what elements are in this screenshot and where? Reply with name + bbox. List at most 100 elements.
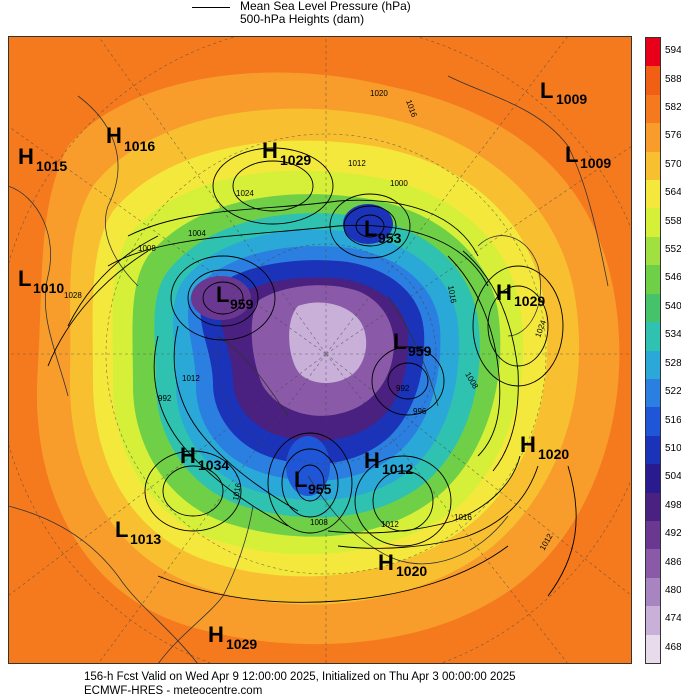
pressure-center-l: L 1013 — [115, 517, 161, 547]
pressure-center-h: H 1020 — [378, 550, 427, 579]
center-letter: L — [294, 467, 307, 492]
legend-mslp-label: Mean Sea Level Pressure (hPa) — [240, 0, 411, 13]
contour-label: 1020 — [370, 89, 388, 98]
colorbar-tick-label: 582 — [665, 102, 681, 114]
center-value: 1034 — [198, 457, 229, 473]
colorbar-tick-label: 498 — [665, 499, 681, 511]
colorbar-swatch — [646, 350, 660, 380]
colorbar-tick-label: 510 — [665, 442, 681, 454]
center-letter: H — [180, 443, 196, 468]
colorbar-tick-label: 528 — [665, 357, 681, 369]
legend-line-swatch — [192, 7, 230, 8]
colorbar-tick-label: 552 — [665, 244, 681, 256]
pressure-center-l: L 953 — [364, 216, 402, 246]
legend-heights-label: 500-hPa Heights (dam) — [240, 12, 365, 26]
center-letter: H — [520, 432, 536, 457]
center-value: 955 — [308, 481, 332, 497]
center-letter: L — [393, 329, 406, 354]
map-legend: Mean Sea Level Pressure (hPa) 500-hPa He… — [0, 0, 681, 32]
colorbar-swatch — [646, 435, 660, 465]
contour-label: 1012 — [381, 520, 399, 529]
contour-label: 1008 — [310, 518, 328, 527]
colorbar-tick-label: 474 — [665, 613, 681, 625]
contour-label: 1012 — [348, 159, 366, 168]
colorbar-swatch — [646, 265, 660, 295]
colorbar-swatch — [646, 236, 660, 266]
height-field-474 — [289, 302, 367, 383]
center-letter: H — [364, 448, 380, 473]
contour-label: 1004 — [188, 229, 206, 238]
colorbar-tick-label: 594 — [665, 45, 681, 57]
colorbar-tick-label: 534 — [665, 329, 681, 341]
colorbar-swatch — [646, 151, 660, 181]
center-value: 1029 — [280, 152, 311, 168]
center-value: 953 — [378, 230, 402, 246]
weather-map: 1020 1016 1012 1000 1024 1004 1008 1028 … — [8, 36, 632, 664]
pressure-center-h: H 1020 — [520, 432, 569, 462]
height-field-low-lobe — [191, 276, 251, 320]
center-value: 1020 — [538, 446, 569, 462]
contour-label: 992 — [396, 384, 410, 393]
center-letter: L — [18, 266, 31, 291]
colorbar-swatch — [646, 94, 660, 124]
colorbar-swatch — [646, 634, 660, 664]
contour-label: 1028 — [64, 291, 82, 300]
center-letter: L — [115, 517, 128, 542]
colorbar-tick-label: 516 — [665, 414, 681, 426]
center-value: 1012 — [382, 461, 413, 477]
forecast-valid-caption: 156-h Fcst Valid on Wed Apr 9 12:00:00 2… — [84, 671, 516, 683]
colorbar-tick-label: 564 — [665, 187, 681, 199]
map-border — [8, 36, 632, 664]
colorbar-tick-label: 540 — [665, 300, 681, 312]
pressure-center-h: H 1029 — [208, 622, 257, 652]
center-value: 1016 — [124, 138, 155, 154]
center-value: 1015 — [36, 158, 67, 174]
colorbar-swatch — [646, 492, 660, 522]
colorbar-tick-label: 588 — [665, 73, 681, 85]
center-value: 1009 — [556, 91, 587, 107]
contour-label: 1016 — [446, 285, 458, 305]
model-source-caption: ECMWF-HRES - meteocentre.com — [84, 685, 263, 697]
pressure-center-h: H 1029 — [496, 280, 545, 309]
colorbar-swatch — [646, 322, 660, 351]
pressure-center-l: L 959 — [216, 282, 254, 312]
center-value: 959 — [230, 296, 254, 312]
pressure-center-l: L 1009 — [565, 142, 611, 171]
colorbar-tick-label: 570 — [665, 158, 681, 170]
pressure-center-l: L 959 — [393, 329, 432, 359]
pressure-center-l: L 955 — [294, 467, 332, 497]
graticule — [8, 36, 632, 664]
pressure-center-h: H 1029 — [262, 138, 311, 168]
colorbar-tick-label: 558 — [665, 215, 681, 227]
contour-label: 1016 — [454, 513, 472, 522]
colorbar-swatch — [646, 38, 660, 67]
center-value: 1009 — [580, 155, 611, 171]
height-colorbar — [645, 37, 661, 664]
center-letter: H — [106, 123, 122, 148]
contour-label: 1012 — [182, 374, 200, 383]
colorbar-swatch — [646, 66, 660, 96]
isobars — [47, 147, 577, 603]
contour-label: 1008 — [138, 244, 156, 253]
colorbar-swatch — [646, 180, 660, 209]
pressure-center-h: H 1016 — [106, 123, 155, 154]
contour-label: 1024 — [236, 189, 254, 198]
colorbar-swatch — [646, 606, 660, 636]
center-letter: L — [565, 142, 578, 167]
colorbar-swatch — [646, 577, 660, 607]
colorbar-tick-label: 486 — [665, 556, 681, 568]
colorbar-swatch — [646, 407, 660, 437]
center-letter: L — [364, 216, 377, 241]
colorbar-tick-label: 468 — [665, 641, 681, 653]
colorbar-swatch — [646, 549, 660, 579]
pressure-center-h: H 1015 — [18, 144, 67, 174]
center-letter: H — [378, 550, 394, 575]
coastlines — [8, 75, 609, 664]
colorbar-tick-label: 546 — [665, 272, 681, 284]
colorbar-swatch — [646, 123, 660, 153]
center-value: 1010 — [33, 280, 64, 296]
center-letter: H — [262, 138, 278, 163]
contour-label: 992 — [158, 394, 172, 403]
colorbar-tick-label: 492 — [665, 528, 681, 540]
contour-label: 1016 — [231, 482, 243, 502]
